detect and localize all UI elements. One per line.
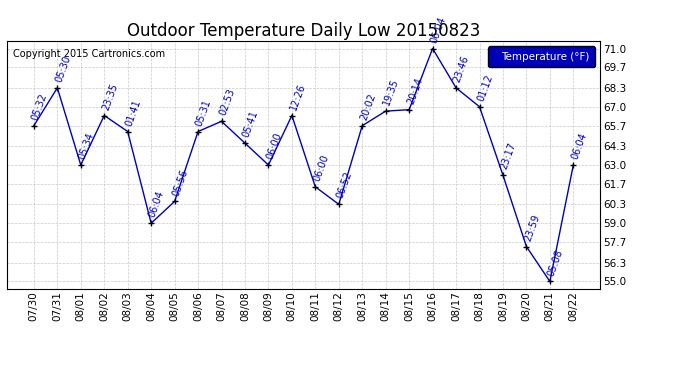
Text: 06:04: 06:04 bbox=[428, 15, 448, 44]
Text: 20:14: 20:14 bbox=[405, 76, 424, 105]
Text: 01:12: 01:12 bbox=[475, 73, 495, 103]
Text: 23:17: 23:17 bbox=[499, 141, 518, 171]
Text: 06:00: 06:00 bbox=[264, 131, 284, 161]
Text: 05:34: 05:34 bbox=[77, 131, 96, 161]
Text: 05:30: 05:30 bbox=[54, 54, 72, 84]
Text: 02:53: 02:53 bbox=[217, 87, 237, 117]
Text: 12:26: 12:26 bbox=[288, 82, 307, 111]
Text: 23:46: 23:46 bbox=[452, 54, 471, 84]
Title: Outdoor Temperature Daily Low 20150823: Outdoor Temperature Daily Low 20150823 bbox=[127, 22, 480, 40]
Text: 05:41: 05:41 bbox=[241, 110, 260, 139]
Text: 05:56: 05:56 bbox=[170, 168, 190, 197]
Text: 20:02: 20:02 bbox=[358, 92, 377, 122]
Legend: Temperature (°F): Temperature (°F) bbox=[488, 46, 595, 67]
Text: 05:32: 05:32 bbox=[30, 92, 49, 122]
Text: 06:52: 06:52 bbox=[335, 170, 354, 200]
Text: 06:00: 06:00 bbox=[311, 153, 331, 183]
Text: Copyright 2015 Cartronics.com: Copyright 2015 Cartronics.com bbox=[13, 49, 165, 58]
Text: 23:59: 23:59 bbox=[522, 213, 542, 242]
Text: 06:04: 06:04 bbox=[569, 131, 589, 161]
Text: 05:08: 05:08 bbox=[546, 248, 565, 277]
Text: 01:41: 01:41 bbox=[124, 98, 143, 128]
Text: 05:31: 05:31 bbox=[194, 98, 213, 128]
Text: 06:04: 06:04 bbox=[147, 190, 166, 219]
Text: 19:35: 19:35 bbox=[382, 77, 401, 107]
Text: 23:35: 23:35 bbox=[100, 82, 119, 111]
